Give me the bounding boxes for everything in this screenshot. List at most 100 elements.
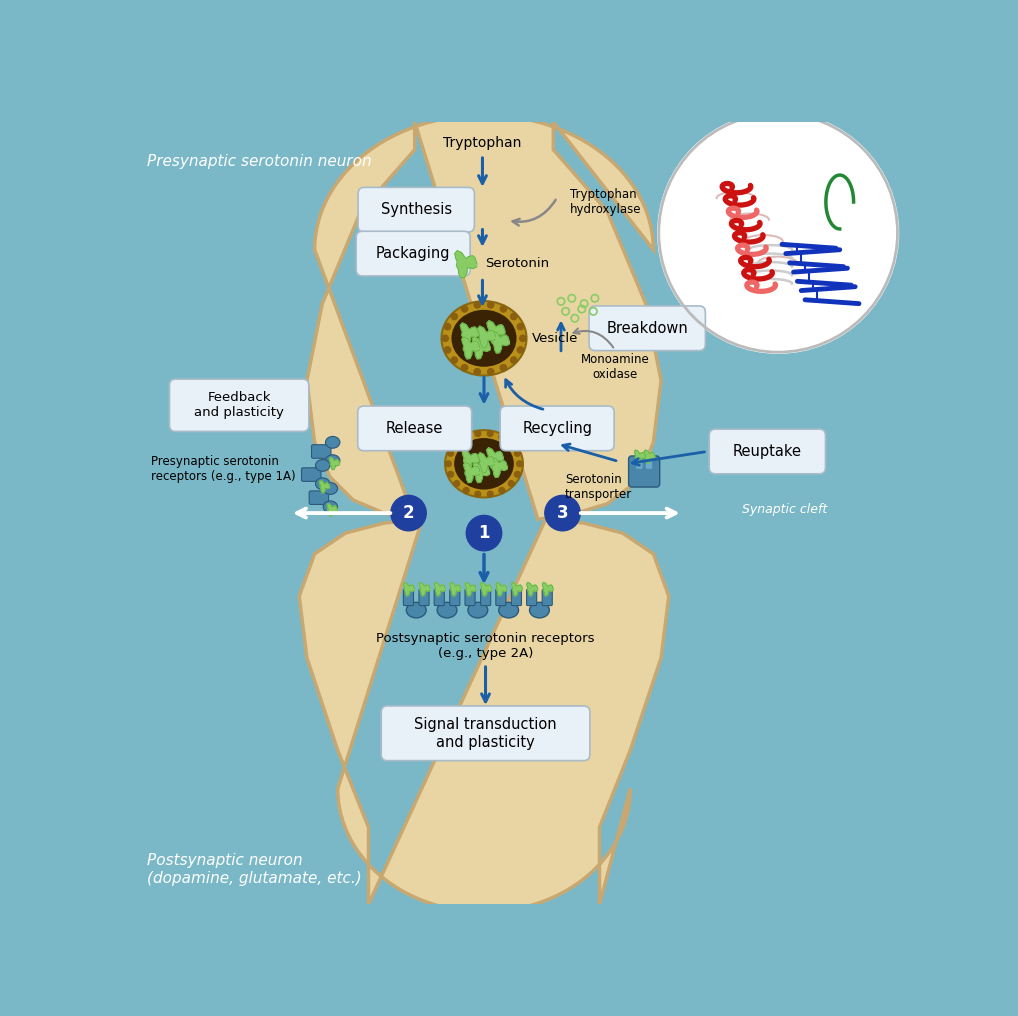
Ellipse shape bbox=[454, 438, 514, 490]
Polygon shape bbox=[526, 582, 538, 596]
Ellipse shape bbox=[406, 602, 427, 618]
Circle shape bbox=[442, 335, 448, 341]
Text: 3: 3 bbox=[557, 504, 568, 522]
Ellipse shape bbox=[316, 459, 330, 471]
Text: Release: Release bbox=[386, 421, 444, 436]
Text: Breakdown: Breakdown bbox=[607, 321, 688, 335]
Polygon shape bbox=[450, 582, 461, 596]
Circle shape bbox=[454, 441, 459, 447]
Circle shape bbox=[488, 369, 494, 375]
Polygon shape bbox=[465, 582, 476, 596]
Circle shape bbox=[446, 461, 451, 466]
Circle shape bbox=[461, 306, 467, 312]
Text: 2: 2 bbox=[403, 504, 414, 522]
Ellipse shape bbox=[316, 478, 330, 490]
Circle shape bbox=[448, 471, 453, 478]
Text: Postsynaptic serotonin receptors
(e.g., type 2A): Postsynaptic serotonin receptors (e.g., … bbox=[377, 632, 595, 660]
FancyBboxPatch shape bbox=[636, 457, 642, 468]
Polygon shape bbox=[330, 457, 340, 469]
Circle shape bbox=[488, 431, 493, 437]
Circle shape bbox=[519, 335, 526, 341]
Circle shape bbox=[514, 471, 520, 478]
Circle shape bbox=[517, 461, 522, 466]
Circle shape bbox=[451, 313, 457, 320]
Polygon shape bbox=[460, 323, 478, 345]
Text: Tryptophan: Tryptophan bbox=[443, 136, 521, 150]
FancyBboxPatch shape bbox=[645, 457, 653, 468]
Polygon shape bbox=[492, 331, 509, 354]
Polygon shape bbox=[543, 582, 553, 596]
Ellipse shape bbox=[437, 602, 457, 618]
Text: Signal transduction
and plasticity: Signal transduction and plasticity bbox=[414, 717, 557, 750]
Circle shape bbox=[451, 357, 457, 364]
Circle shape bbox=[511, 313, 517, 320]
Circle shape bbox=[508, 481, 514, 487]
Polygon shape bbox=[511, 582, 522, 596]
FancyBboxPatch shape bbox=[628, 456, 660, 487]
Circle shape bbox=[659, 114, 898, 353]
FancyBboxPatch shape bbox=[450, 589, 460, 606]
Ellipse shape bbox=[323, 501, 338, 513]
FancyBboxPatch shape bbox=[357, 406, 471, 451]
Polygon shape bbox=[477, 326, 496, 348]
Polygon shape bbox=[644, 450, 655, 463]
FancyBboxPatch shape bbox=[356, 232, 470, 276]
Ellipse shape bbox=[499, 602, 518, 618]
Circle shape bbox=[475, 491, 480, 497]
Text: Recycling: Recycling bbox=[522, 421, 592, 436]
Circle shape bbox=[500, 306, 507, 312]
Polygon shape bbox=[480, 582, 492, 596]
Circle shape bbox=[445, 323, 451, 330]
Circle shape bbox=[517, 323, 523, 330]
Circle shape bbox=[461, 365, 467, 371]
Text: 1: 1 bbox=[478, 524, 490, 543]
Text: Packaging: Packaging bbox=[376, 246, 450, 261]
FancyBboxPatch shape bbox=[526, 589, 536, 606]
Polygon shape bbox=[472, 337, 490, 359]
Polygon shape bbox=[320, 481, 330, 493]
Text: Presynaptic serotonin
receptors (e.g., type 1A): Presynaptic serotonin receptors (e.g., t… bbox=[152, 455, 296, 484]
Circle shape bbox=[500, 365, 507, 371]
Polygon shape bbox=[487, 448, 503, 468]
FancyBboxPatch shape bbox=[496, 589, 506, 606]
FancyBboxPatch shape bbox=[710, 429, 826, 473]
Circle shape bbox=[448, 450, 453, 456]
Circle shape bbox=[391, 496, 427, 530]
FancyBboxPatch shape bbox=[309, 491, 329, 505]
Text: Vesicle: Vesicle bbox=[531, 332, 578, 344]
Circle shape bbox=[474, 369, 480, 375]
Polygon shape bbox=[496, 582, 507, 596]
FancyBboxPatch shape bbox=[543, 589, 553, 606]
Ellipse shape bbox=[326, 437, 340, 448]
Polygon shape bbox=[634, 450, 645, 463]
Polygon shape bbox=[478, 453, 495, 472]
Ellipse shape bbox=[323, 483, 338, 495]
Polygon shape bbox=[462, 337, 479, 359]
Circle shape bbox=[545, 496, 580, 530]
Circle shape bbox=[463, 434, 469, 440]
Polygon shape bbox=[306, 115, 661, 519]
FancyBboxPatch shape bbox=[500, 406, 614, 451]
Circle shape bbox=[488, 491, 493, 497]
Circle shape bbox=[466, 515, 502, 551]
Circle shape bbox=[454, 481, 459, 487]
Polygon shape bbox=[491, 457, 507, 478]
Circle shape bbox=[475, 431, 480, 437]
Ellipse shape bbox=[442, 301, 526, 376]
Ellipse shape bbox=[468, 602, 488, 618]
FancyBboxPatch shape bbox=[301, 467, 321, 482]
Text: Synthesis: Synthesis bbox=[381, 202, 452, 217]
Text: Presynaptic serotonin neuron: Presynaptic serotonin neuron bbox=[147, 153, 372, 169]
FancyBboxPatch shape bbox=[589, 306, 705, 351]
Circle shape bbox=[514, 450, 520, 456]
Polygon shape bbox=[463, 462, 480, 483]
Polygon shape bbox=[327, 504, 337, 516]
Text: Serotonin: Serotonin bbox=[486, 257, 550, 270]
FancyBboxPatch shape bbox=[312, 445, 331, 458]
Circle shape bbox=[488, 302, 494, 308]
Polygon shape bbox=[419, 582, 430, 596]
Polygon shape bbox=[435, 582, 445, 596]
Text: Feedback
and plasticity: Feedback and plasticity bbox=[194, 391, 284, 420]
FancyBboxPatch shape bbox=[358, 187, 474, 232]
Polygon shape bbox=[462, 450, 478, 470]
